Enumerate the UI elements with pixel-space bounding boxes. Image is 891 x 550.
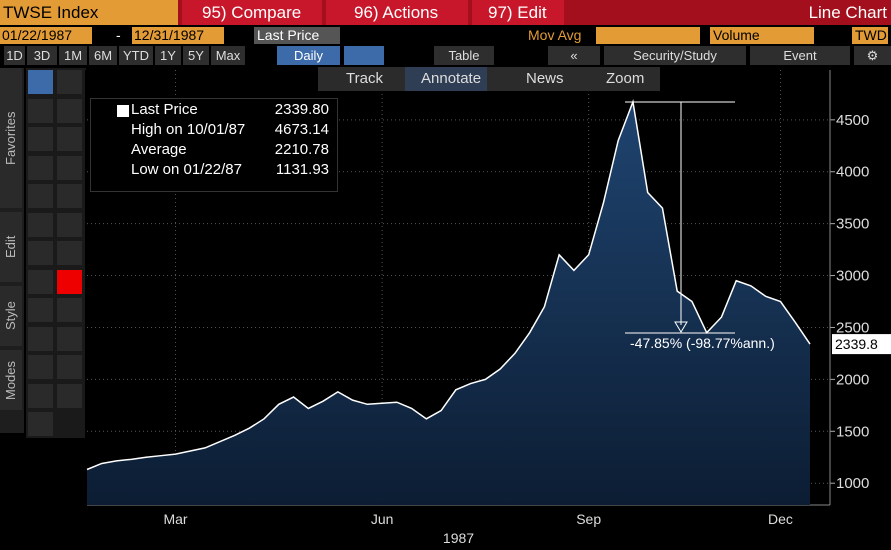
x-tick-label: Sep [576,511,601,527]
y-tick-label: 4500 [836,112,869,129]
chart-type: Line Chart [808,3,887,22]
volume-field[interactable]: Volume [710,27,814,44]
period-button[interactable]: 6M [89,46,117,65]
tool-icon[interactable] [28,241,53,265]
tool-icon[interactable] [28,326,53,351]
end-date[interactable]: 12/31/1987 [132,27,224,44]
tool-icon[interactable] [28,298,53,322]
tool-icon[interactable] [28,412,53,436]
mov-avg-field[interactable] [596,27,700,44]
settings-button[interactable]: ⚙ [854,46,891,65]
side-tab[interactable]: Edit [0,212,22,282]
tool-icon[interactable] [57,383,82,408]
annotation-arrow [674,321,688,333]
y-tick-label: 3000 [836,268,869,285]
y-tick-label: 2500 [836,319,869,336]
tool-icon[interactable] [28,184,53,208]
period-button[interactable]: 3D [27,46,57,65]
tool-icon[interactable] [57,241,82,265]
tool-icon[interactable] [28,269,53,294]
chart-tool[interactable]: Track [346,70,383,87]
stat-value: 2210.78 [274,141,329,158]
collapse-button[interactable]: « [548,46,600,65]
side-tab[interactable]: Favorites [0,68,22,208]
chart-tool[interactable]: Annotate [405,67,488,91]
x-tick-label: Dec [768,511,793,527]
last-price-tag: 2339.8 [835,336,878,352]
frequency-select[interactable]: Daily [277,46,340,65]
tool-icon[interactable] [57,326,82,351]
x-tick-label: Mar [163,511,187,527]
stat-value: 1131.93 [275,161,329,178]
period-button[interactable]: 1D [4,46,25,65]
y-tick-label: 1000 [836,475,869,492]
tool-icon[interactable] [57,269,82,294]
last-price-tag-bg [832,334,891,355]
y-tick-label: 2000 [836,371,869,388]
y-tick-label: 3500 [836,216,869,233]
tool-icon[interactable] [28,355,53,379]
legend-value: 2339.80 [274,101,329,118]
chart-tool[interactable]: Zoom [606,70,645,87]
tool-icon[interactable] [28,383,53,408]
annotation-text: -47.85% (-98.77%ann.) [630,335,775,351]
actions-menu[interactable]: 96) Actions [326,0,468,25]
legend-label: Last Price [131,101,198,118]
tool-icon[interactable] [28,212,53,237]
legend-box: Last Price 2339.80 High on 10/01/87 4673.… [90,98,338,192]
table-button[interactable]: Table [434,46,494,65]
tool-icon[interactable] [28,70,53,94]
tool-icon[interactable] [28,155,53,180]
period-button[interactable]: 5Y [183,46,209,65]
side-tab[interactable]: Style [0,286,22,346]
stat-label: High on 10/01/87 [131,121,246,138]
stat-label: Low on 01/22/87 [131,161,242,178]
tool-icon[interactable] [57,212,82,237]
edit-menu[interactable]: 97) Edit [472,0,564,25]
x-tick-label: Jun [371,511,394,527]
event-button[interactable]: Event [750,46,850,65]
chart-toolbar [318,67,660,91]
tool-icon[interactable] [57,98,82,123]
period-button[interactable]: YTD [119,46,153,65]
currency-field[interactable]: TWD [852,27,888,44]
security-study-button[interactable]: Security/Study [604,46,746,65]
legend-swatch [117,105,129,117]
period-button[interactable]: 1M [59,46,87,65]
chart-style-button[interactable] [344,46,384,65]
area-fill [87,101,810,505]
chart-tool[interactable]: News [526,70,564,87]
tool-icon[interactable] [57,298,82,322]
x-axis-label: 1987 [443,530,474,546]
period-button[interactable]: 1Y [155,46,181,65]
tool-icon[interactable] [28,127,53,151]
stat-value: 4673.14 [274,121,329,138]
price-line [86,98,811,471]
y-tick-label: 1500 [836,423,869,440]
period-button[interactable]: Max [211,46,245,65]
date-dash: - [116,27,121,43]
side-tab[interactable]: Modes [0,350,22,410]
tool-icon[interactable] [28,98,53,123]
field-select[interactable]: Last Price [254,27,340,44]
security-field[interactable]: TWSE Index [0,0,178,25]
tool-icon[interactable] [57,184,82,208]
tool-icon[interactable] [57,127,82,151]
tool-icon[interactable] [57,155,82,180]
start-date[interactable]: 01/22/1987 [0,27,92,44]
compare-menu[interactable]: 95) Compare [182,0,322,25]
y-tick-label: 4000 [836,164,869,181]
stat-label: Average [131,141,187,158]
tool-icon[interactable] [57,70,82,94]
tool-icon[interactable] [57,355,82,379]
mov-avg-label: Mov Avg [528,27,582,43]
